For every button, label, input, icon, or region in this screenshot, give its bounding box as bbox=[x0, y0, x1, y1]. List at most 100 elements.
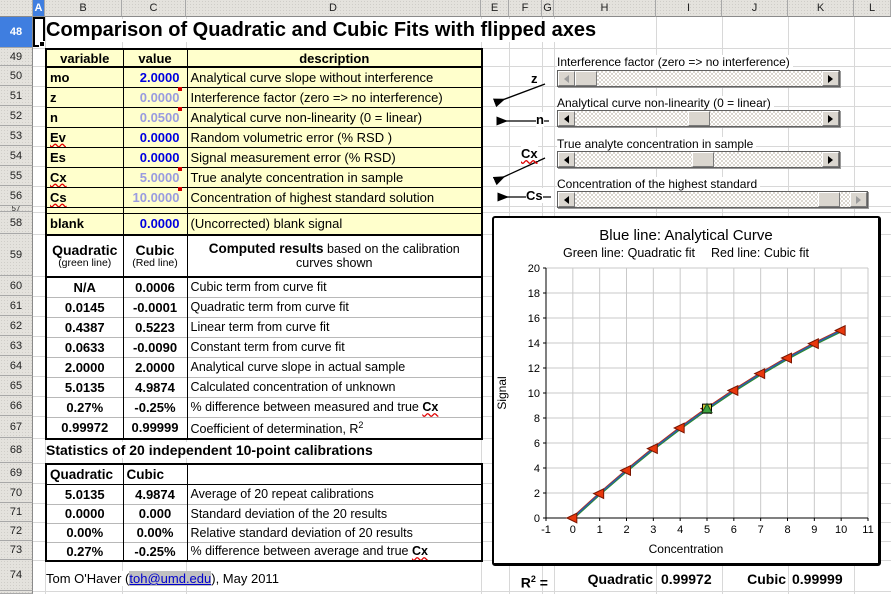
statistics-title[interactable]: Statistics of 20 independent 10-point ca… bbox=[46, 442, 377, 458]
cell-desc[interactable]: Average of 20 repeat calibrations bbox=[186, 483, 483, 504]
calibration-chart[interactable]: Blue line: Analytical Curve Green line: … bbox=[492, 216, 881, 566]
scroll-right-button[interactable] bbox=[822, 152, 839, 167]
column-header-c[interactable]: C bbox=[122, 0, 186, 17]
cell-cubic[interactable]: 4.9874 bbox=[122, 483, 188, 504]
row-header[interactable]: 70 bbox=[0, 483, 33, 503]
row-header-collapsed[interactable]: 57 bbox=[0, 206, 33, 212]
n-scrollbar[interactable] bbox=[557, 110, 840, 127]
column-header-i[interactable]: I bbox=[656, 0, 722, 17]
scrollbar-thumb[interactable] bbox=[692, 152, 714, 167]
comment-marker[interactable] bbox=[178, 167, 182, 171]
row-header[interactable]: 67 bbox=[0, 416, 33, 438]
scroll-left-button[interactable] bbox=[558, 192, 575, 207]
r2-quadratic-label[interactable]: Quadratic bbox=[587, 571, 653, 587]
column-header-e[interactable]: E bbox=[481, 0, 509, 17]
cell-cubic[interactable]: 0.99999 bbox=[122, 416, 188, 439]
scroll-left-button[interactable] bbox=[558, 71, 575, 86]
var-value-cx[interactable]: 5.0000 bbox=[122, 166, 188, 188]
column-header-k[interactable]: K bbox=[788, 0, 854, 17]
row-header[interactable]: 60 bbox=[0, 276, 33, 296]
cell-quadratic[interactable]: 0.99972 bbox=[45, 416, 124, 439]
column-header-j[interactable]: J bbox=[722, 0, 788, 17]
r2-quadratic-value[interactable]: 0.99972 bbox=[661, 571, 712, 587]
cell-desc[interactable]: Cubic term from curve fit bbox=[186, 276, 483, 297]
cell-quadratic[interactable]: 2.0000 bbox=[45, 356, 124, 377]
scrollbar-track[interactable] bbox=[575, 71, 822, 86]
var-desc[interactable]: Interference factor (zero => no interfer… bbox=[186, 86, 483, 108]
cubic-column-header[interactable]: Cubic (Red line) bbox=[122, 234, 188, 278]
computed-results-header[interactable]: Computed results based on the calibratio… bbox=[186, 234, 483, 278]
row-header[interactable]: 72 bbox=[0, 522, 33, 541]
var-name-z[interactable]: z bbox=[45, 86, 124, 108]
scrollbar-track[interactable] bbox=[575, 192, 850, 207]
r2-cubic-value[interactable]: 0.99999 bbox=[792, 571, 843, 587]
var-name-ev[interactable]: Ev bbox=[45, 126, 124, 148]
scrollbar-thumb[interactable] bbox=[575, 71, 597, 86]
row-header[interactable]: 63 bbox=[0, 336, 33, 356]
cs-scrollbar[interactable] bbox=[557, 191, 868, 208]
var-value-mo[interactable]: 2.0000 bbox=[122, 66, 188, 88]
cell-cubic[interactable]: -0.25% bbox=[122, 541, 188, 561]
column-header-d[interactable]: D bbox=[186, 0, 481, 17]
cell-cubic[interactable]: 0.0006 bbox=[122, 276, 188, 297]
var-name-blank[interactable]: blank bbox=[45, 212, 124, 236]
column-header-f[interactable]: F bbox=[509, 0, 542, 17]
cell-desc[interactable]: Calculated concentration of unknown bbox=[186, 376, 483, 397]
cell-quadratic[interactable]: 0.27% bbox=[45, 396, 124, 417]
cell-quadratic[interactable]: 0.27% bbox=[45, 541, 124, 561]
z-scrollbar[interactable] bbox=[557, 70, 840, 87]
scroll-right-button[interactable] bbox=[850, 192, 867, 207]
cell-desc[interactable]: % difference between average and true Cx bbox=[186, 541, 483, 561]
var-name-cx[interactable]: Cx bbox=[45, 166, 124, 188]
column-header-a[interactable]: A bbox=[33, 0, 45, 17]
scrollbar-track[interactable] bbox=[575, 111, 822, 126]
select-all-corner[interactable] bbox=[0, 0, 33, 17]
row-header[interactable]: 64 bbox=[0, 356, 33, 376]
cell-quadratic[interactable]: 0.0000 bbox=[45, 503, 124, 523]
cell-desc[interactable]: Linear term from curve fit bbox=[186, 316, 483, 337]
scroll-left-button[interactable] bbox=[558, 152, 575, 167]
var-value-cs[interactable]: 10.0000 bbox=[122, 186, 188, 208]
stats-cubic-header[interactable]: Cubic bbox=[122, 463, 188, 485]
scroll-left-button[interactable] bbox=[558, 111, 575, 126]
cell-desc[interactable]: Relative standard deviation of 20 result… bbox=[186, 522, 483, 542]
quadratic-column-header[interactable]: Quadratic (green line) bbox=[45, 234, 124, 278]
cell-desc[interactable]: Coefficient of determination, R2 bbox=[186, 416, 483, 439]
comment-marker[interactable] bbox=[178, 87, 182, 91]
var-desc[interactable]: Analytical curve non-linearity (0 = line… bbox=[186, 106, 483, 128]
row-header[interactable]: 71 bbox=[0, 503, 33, 522]
var-value-ev[interactable]: 0.0000 bbox=[122, 126, 188, 148]
cell-quadratic[interactable]: 5.0135 bbox=[45, 483, 124, 504]
row-header-48[interactable]: 48 bbox=[0, 17, 33, 48]
cell-cubic[interactable]: -0.25% bbox=[122, 396, 188, 417]
cell-quadratic[interactable]: 5.0135 bbox=[45, 376, 124, 397]
var-name-n[interactable]: n bbox=[45, 106, 124, 128]
cell-desc[interactable]: Constant term from curve fit bbox=[186, 336, 483, 357]
cell-desc[interactable]: Standard deviation of the 20 results bbox=[186, 503, 483, 523]
scrollbar-track[interactable] bbox=[575, 152, 822, 167]
row-header[interactable]: 54 bbox=[0, 146, 33, 166]
col-header-value[interactable]: value bbox=[122, 48, 188, 68]
row-header[interactable]: 53 bbox=[0, 126, 33, 146]
var-desc[interactable]: Analytical curve slope without interfere… bbox=[186, 66, 483, 88]
page-title[interactable]: Comparison of Quadratic and Cubic Fits w… bbox=[46, 19, 603, 42]
row-header[interactable]: 59 bbox=[0, 234, 33, 276]
comment-marker[interactable] bbox=[178, 107, 182, 111]
stats-quadratic-header[interactable]: Quadratic bbox=[45, 463, 124, 485]
row-header[interactable]: 56 bbox=[0, 186, 33, 206]
row-header[interactable]: 61 bbox=[0, 296, 33, 316]
scrollbar-thumb[interactable] bbox=[818, 192, 840, 207]
cell-cubic[interactable]: -0.0090 bbox=[122, 336, 188, 357]
r2-label[interactable]: R2 = bbox=[520, 574, 548, 591]
var-desc[interactable]: Random volumetric error (% RSD ) bbox=[186, 126, 483, 148]
cell-quadratic[interactable]: N/A bbox=[45, 276, 124, 297]
cell-cubic[interactable]: 2.0000 bbox=[122, 356, 188, 377]
column-header-l[interactable]: L bbox=[854, 0, 891, 17]
scroll-right-button[interactable] bbox=[822, 111, 839, 126]
var-desc[interactable]: True analyte concentration in sample bbox=[186, 166, 483, 188]
var-desc[interactable]: Signal measurement error (% RSD) bbox=[186, 146, 483, 168]
col-header-variable[interactable]: variable bbox=[45, 48, 124, 68]
row-header[interactable]: 73 bbox=[0, 541, 33, 560]
var-desc[interactable]: (Uncorrected) blank signal bbox=[186, 212, 483, 236]
cell-desc[interactable]: % difference between measured and true C… bbox=[186, 396, 483, 417]
